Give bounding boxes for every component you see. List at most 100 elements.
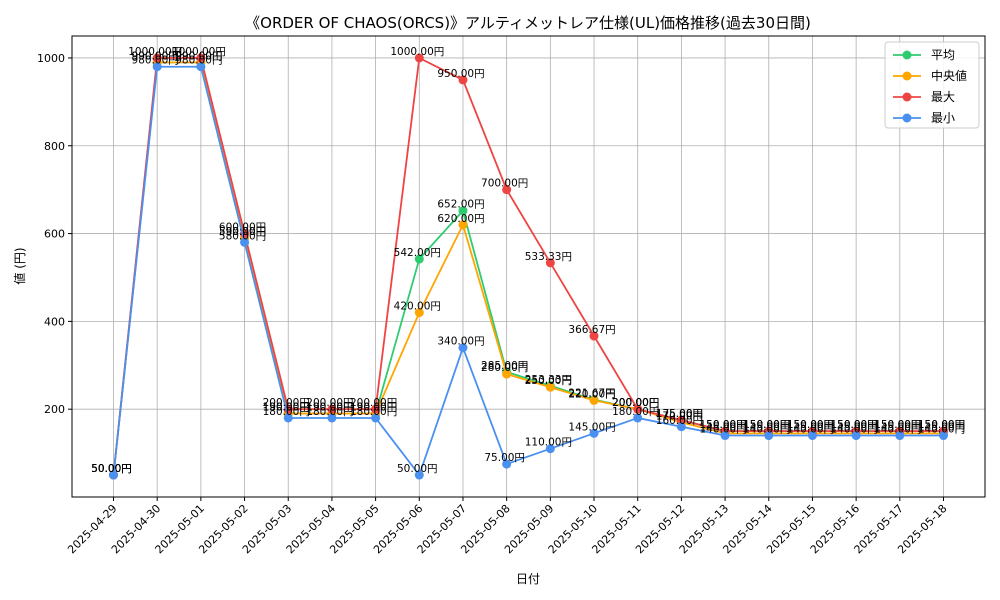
data-point — [240, 237, 250, 247]
data-label: 200.00円 — [612, 397, 659, 409]
data-label: 50.00円 — [91, 463, 132, 475]
data-point — [458, 75, 468, 85]
legend-swatch-marker — [902, 113, 912, 123]
data-label: 190.00円 — [306, 402, 353, 414]
data-label: 150.00円 — [743, 419, 790, 431]
data-label: 170.00円 — [656, 410, 703, 422]
data-label: 950.00円 — [437, 68, 484, 80]
legend-box — [884, 41, 980, 129]
data-label: 200.00円 — [612, 397, 659, 409]
data-label: 50.00円 — [91, 463, 132, 475]
data-point — [414, 254, 424, 264]
data-point — [589, 428, 599, 438]
series-line — [112, 56, 944, 476]
legend-label: 最大 — [931, 90, 955, 104]
data-label: 285.00円 — [481, 360, 528, 372]
data-label: 150.00円 — [918, 419, 965, 431]
data-label: 250.00円 — [525, 375, 572, 387]
data-point — [502, 369, 512, 379]
data-label: 200.00円 — [263, 397, 310, 409]
data-point — [327, 404, 337, 414]
data-label: 175.00円 — [656, 408, 703, 420]
data-label: 420.00円 — [394, 301, 441, 313]
data-point — [371, 413, 381, 423]
legend-swatch-marker — [902, 71, 912, 81]
data-label: 150.00円 — [874, 419, 921, 431]
chart-title: 《ORDER OF CHAOS(ORCS)》アルティメットレア仕様(UL)価格推… — [245, 14, 811, 32]
series-line — [112, 61, 944, 476]
data-label: 990.00円 — [175, 50, 222, 62]
data-label: 533.33円 — [525, 251, 572, 263]
data-point — [807, 431, 817, 441]
data-label: 600.00円 — [219, 222, 266, 234]
data-label: 140.00円 — [699, 424, 746, 436]
series-layer — [109, 53, 948, 480]
data-label: 180.00円 — [306, 406, 353, 418]
data-labels: 50.00円990.00円990.00円590.00円190.00円190.00… — [91, 46, 965, 475]
data-point — [633, 413, 643, 423]
data-label: 190.00円 — [263, 402, 310, 414]
data-label: 140.00円 — [787, 424, 834, 436]
data-point — [414, 53, 424, 63]
data-label: 175.00円 — [656, 408, 703, 420]
data-point — [196, 53, 206, 63]
data-label: 150.00円 — [699, 419, 746, 431]
data-label: 50.00円 — [397, 463, 438, 475]
data-label: 253.33円 — [525, 374, 572, 386]
data-point — [283, 413, 293, 423]
data-label: 150.00円 — [874, 419, 921, 431]
data-label: 140.00円 — [918, 424, 965, 436]
y-axis-ticks: 200 400 600 800 1000 — [37, 52, 72, 416]
data-point — [589, 331, 599, 341]
data-point — [589, 395, 599, 405]
data-label: 200.00円 — [612, 397, 659, 409]
data-label: 190.00円 — [263, 402, 310, 414]
data-label: 160.00円 — [656, 415, 703, 427]
data-label: 1000.00円 — [172, 46, 226, 58]
legend-swatch-marker — [902, 92, 912, 102]
data-label: 221.67円 — [568, 388, 615, 400]
data-label: 590.00円 — [219, 226, 266, 238]
y-tick-label: 200 — [44, 403, 65, 416]
data-label: 150.00円 — [699, 419, 746, 431]
legend-swatch-marker — [902, 50, 912, 60]
data-label: 145.00円 — [874, 421, 921, 433]
data-point — [939, 431, 948, 441]
x-axis-ticks: 2025-04-292025-04-302025-05-012025-05-02… — [65, 497, 950, 556]
data-label: 50.00円 — [91, 463, 132, 475]
data-label: 140.00円 — [874, 424, 921, 436]
plot-frame — [71, 35, 986, 498]
data-label: 110.00円 — [525, 437, 572, 449]
data-label: 180.00円 — [263, 406, 310, 418]
data-label: 190.00円 — [350, 402, 397, 414]
legend-label: 平均 — [931, 48, 955, 62]
x-axis-label: 日付 — [516, 572, 540, 586]
data-label: 145.00円 — [831, 421, 878, 433]
data-label: 145.00円 — [743, 421, 790, 433]
data-label: 200.00円 — [350, 397, 397, 409]
y-tick-label: 800 — [44, 140, 65, 153]
data-point — [458, 206, 468, 216]
data-point — [327, 413, 337, 423]
data-point — [502, 185, 512, 195]
data-point — [371, 404, 381, 414]
data-point — [545, 444, 555, 454]
legend-label: 中央値 — [931, 68, 967, 83]
data-label: 145.00円 — [699, 421, 746, 433]
data-label: 1000.00円 — [128, 46, 182, 58]
data-point — [545, 382, 555, 392]
data-point — [851, 431, 861, 441]
data-label: 75.00円 — [484, 452, 525, 464]
data-label: 180.00円 — [612, 406, 659, 418]
data-point — [109, 470, 118, 480]
data-point — [414, 308, 424, 318]
data-point — [414, 470, 424, 480]
y-tick-label: 400 — [44, 315, 65, 328]
data-label: 150.00円 — [743, 419, 790, 431]
data-point — [720, 431, 730, 441]
y-tick-label: 600 — [44, 228, 65, 241]
data-label: 366.67円 — [568, 324, 615, 336]
data-label: 145.00円 — [787, 421, 834, 433]
data-point — [676, 422, 686, 432]
